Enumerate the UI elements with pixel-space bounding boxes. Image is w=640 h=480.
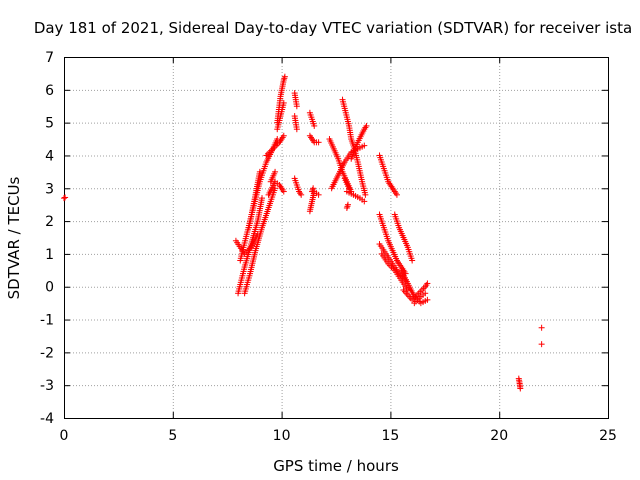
tick-labels: 0 5 10 15 20 25 -4 -3 -2 -1 0 1 2 3 4 5 6 7 <box>40 50 617 444</box>
plot-frame <box>64 57 609 419</box>
data-point <box>361 198 368 205</box>
data-point <box>272 168 279 175</box>
data-point <box>424 296 431 303</box>
data-point <box>393 191 400 198</box>
y-tick-label: 4 <box>45 148 54 164</box>
data-point <box>311 122 318 129</box>
x-tick-label: 15 <box>381 428 399 444</box>
data-points <box>61 73 545 392</box>
data-point <box>256 168 263 175</box>
data-point <box>517 385 524 392</box>
data-point <box>422 290 429 297</box>
data-point <box>315 191 322 198</box>
data-point <box>363 122 370 129</box>
data-point <box>315 139 322 146</box>
x-tick-label: 10 <box>273 428 291 444</box>
data-point <box>61 195 67 202</box>
data-point <box>362 191 369 198</box>
data-point <box>62 194 69 201</box>
y-tick-label: 1 <box>45 247 54 263</box>
data-point <box>280 188 287 195</box>
data-point <box>344 201 351 208</box>
x-axis-label: GPS time / hours <box>273 457 399 475</box>
y-tick-label: 5 <box>45 116 54 132</box>
data-point <box>293 103 300 110</box>
data-point <box>346 185 353 192</box>
y-tick-label: 6 <box>45 83 54 99</box>
y-tick-label: 3 <box>45 181 54 197</box>
tick-marks <box>64 57 609 419</box>
data-point <box>538 324 545 331</box>
data-point <box>409 257 416 264</box>
x-tick-label: 0 <box>60 428 69 444</box>
data-point <box>259 195 266 202</box>
y-tick-label: 7 <box>45 50 54 66</box>
chart-title: Day 181 of 2021, Sidereal Day-to-day VTE… <box>34 19 632 37</box>
data-point <box>293 126 300 133</box>
data-point <box>280 99 287 106</box>
y-tick-label: -2 <box>40 345 54 361</box>
data-point <box>254 231 261 238</box>
data-point <box>280 132 287 139</box>
x-tick-label: 20 <box>490 428 508 444</box>
x-tick-label: 25 <box>599 428 617 444</box>
x-tick-label: 5 <box>168 428 177 444</box>
y-tick-label: 0 <box>45 280 54 296</box>
y-tick-label: -4 <box>40 411 54 427</box>
data-point <box>310 185 317 192</box>
data-point <box>361 142 368 149</box>
data-point <box>298 191 305 198</box>
y-axis-label: SDTVAR / TECUs <box>5 176 23 299</box>
y-tick-label: -3 <box>40 378 54 394</box>
data-point <box>424 280 431 287</box>
y-tick-label: 2 <box>45 214 54 230</box>
y-tick-label: -1 <box>40 313 54 329</box>
data-point <box>281 73 288 80</box>
data-point <box>538 341 545 348</box>
